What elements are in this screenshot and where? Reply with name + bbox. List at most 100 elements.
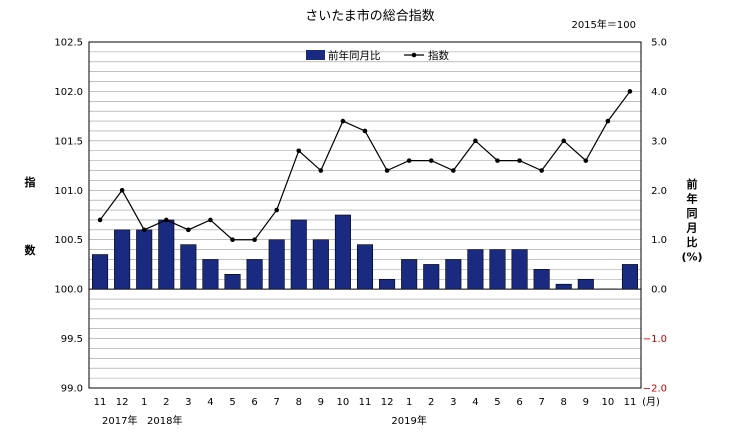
bar-yoy: [290, 219, 307, 290]
x-tick-label: 6: [516, 397, 522, 408]
index-point: [362, 128, 368, 134]
bar-yoy: [489, 249, 506, 290]
x-tick-label: 8: [296, 397, 302, 408]
x-tick-label: 6: [251, 397, 257, 408]
index-point: [428, 158, 434, 163]
left-tick-label: 99.0: [61, 384, 83, 395]
bar-yoy: [356, 244, 374, 290]
legend-line-label: 指数: [428, 49, 449, 62]
legend-bar-label: 前年同月比: [328, 49, 381, 62]
right-axis-label-char: 同: [687, 207, 698, 220]
index-point: [230, 237, 235, 243]
bar-yoy: [92, 254, 109, 290]
left-tick-label: 102.5: [54, 38, 83, 49]
x-tick-label: 11: [624, 397, 637, 408]
plot-frame: [88, 41, 642, 389]
x-tick-label: 11: [94, 397, 107, 408]
bar-series: [92, 214, 638, 290]
bar-yoy: [180, 244, 197, 290]
right-axis-label-char: 前: [687, 177, 698, 191]
bar-yoy: [136, 229, 153, 290]
x-tick-label: 5: [229, 397, 235, 408]
left-tick-label: 101.0: [54, 186, 83, 197]
index-point: [119, 187, 125, 193]
x-tick-label: 3: [450, 397, 456, 408]
right-axis-label-char: 比: [687, 235, 698, 249]
left-tick-label: 100.5: [54, 235, 83, 246]
base-year-note: 2015年＝100: [571, 18, 636, 31]
bar-yoy: [379, 278, 396, 290]
index-point: [473, 138, 478, 144]
x-tick-label: 4: [472, 397, 478, 408]
x-tick-label: 2: [428, 397, 434, 408]
x-tick-label: 11: [359, 397, 372, 408]
left-axis-label-char: 数: [25, 243, 37, 257]
bar-yoy: [423, 264, 440, 290]
right-tick-label: −1.0: [643, 334, 667, 345]
legend-bar-swatch: [306, 50, 325, 60]
year-label: 2017年: [102, 414, 137, 427]
chart-title: さいたま市の総合指数: [305, 8, 435, 24]
bar-yoy: [621, 264, 638, 290]
bar-yoy: [334, 214, 351, 290]
index-point: [274, 207, 279, 213]
index-point: [252, 237, 257, 243]
bar-yoy: [246, 259, 263, 290]
x-tick-label: 3: [185, 397, 191, 408]
x-tick-label: 7: [538, 397, 544, 408]
index-point: [384, 168, 390, 173]
right-tick-label: −2.0: [643, 384, 667, 395]
index-point: [296, 148, 302, 154]
gridlines: [89, 51, 641, 379]
right-tick-label: 4.0: [651, 87, 667, 98]
bar-yoy: [467, 249, 484, 290]
index-point: [583, 158, 589, 163]
x-tick-label: 12: [381, 397, 394, 408]
x-axis-ticks: 11 12 1 2 3 4 5 6 7 8 9 10 11 12 1 2 3 4 5 6 7 8 9 10 11 (月)2017年…: [94, 396, 660, 427]
right-axis-label-char: 年: [687, 192, 698, 206]
x-tick-label: 9: [583, 397, 589, 408]
x-tick-label: 5: [494, 397, 500, 408]
bar-yoy: [312, 239, 329, 290]
right-tick-label: 3.0: [651, 136, 667, 147]
index-point: [561, 138, 567, 144]
x-tick-label: 2: [163, 397, 169, 408]
line-series: [97, 89, 633, 243]
bar-yoy: [555, 283, 572, 290]
x-unit-label: (月): [642, 396, 660, 408]
index-point: [495, 158, 500, 163]
index-point: [318, 168, 324, 173]
bar-yoy: [224, 274, 241, 290]
x-tick-label: 12: [116, 397, 129, 408]
legend-line-marker: [411, 52, 417, 58]
index-point: [97, 217, 103, 223]
bar-yoy: [158, 219, 175, 290]
legend: 前年同月比 指数: [306, 49, 449, 62]
index-point: [141, 227, 147, 233]
bar-yoy: [202, 259, 219, 290]
right-tick-label: 0.0: [651, 285, 667, 296]
index-point: [627, 89, 633, 94]
left-axis-label-char: 指: [25, 175, 36, 189]
index-point: [186, 227, 191, 233]
right-tick-label: 2.0: [651, 186, 667, 197]
left-axis-ticks: 102.5 102.0 101.5 101.0 100.5 100.0 99.5 99.0: [54, 38, 83, 395]
bar-yoy: [577, 278, 594, 290]
right-tick-label: 5.0: [651, 38, 667, 49]
index-point: [605, 118, 611, 124]
index-point: [539, 168, 544, 173]
x-tick-label: 1: [406, 397, 412, 408]
x-tick-label: 10: [602, 397, 615, 408]
x-tick-label: 4: [207, 397, 213, 408]
bar-yoy: [533, 269, 550, 290]
index-point: [406, 158, 412, 163]
index-point: [451, 168, 456, 173]
x-tick-label: 8: [561, 397, 567, 408]
x-tick-label: 10: [337, 397, 350, 408]
x-tick-label: 1: [141, 397, 147, 408]
left-tick-label: 100.0: [54, 285, 83, 296]
right-axis-label: 前年同月比 (%): [681, 177, 702, 264]
x-tick-label: 7: [273, 397, 279, 408]
index-point: [208, 217, 213, 223]
